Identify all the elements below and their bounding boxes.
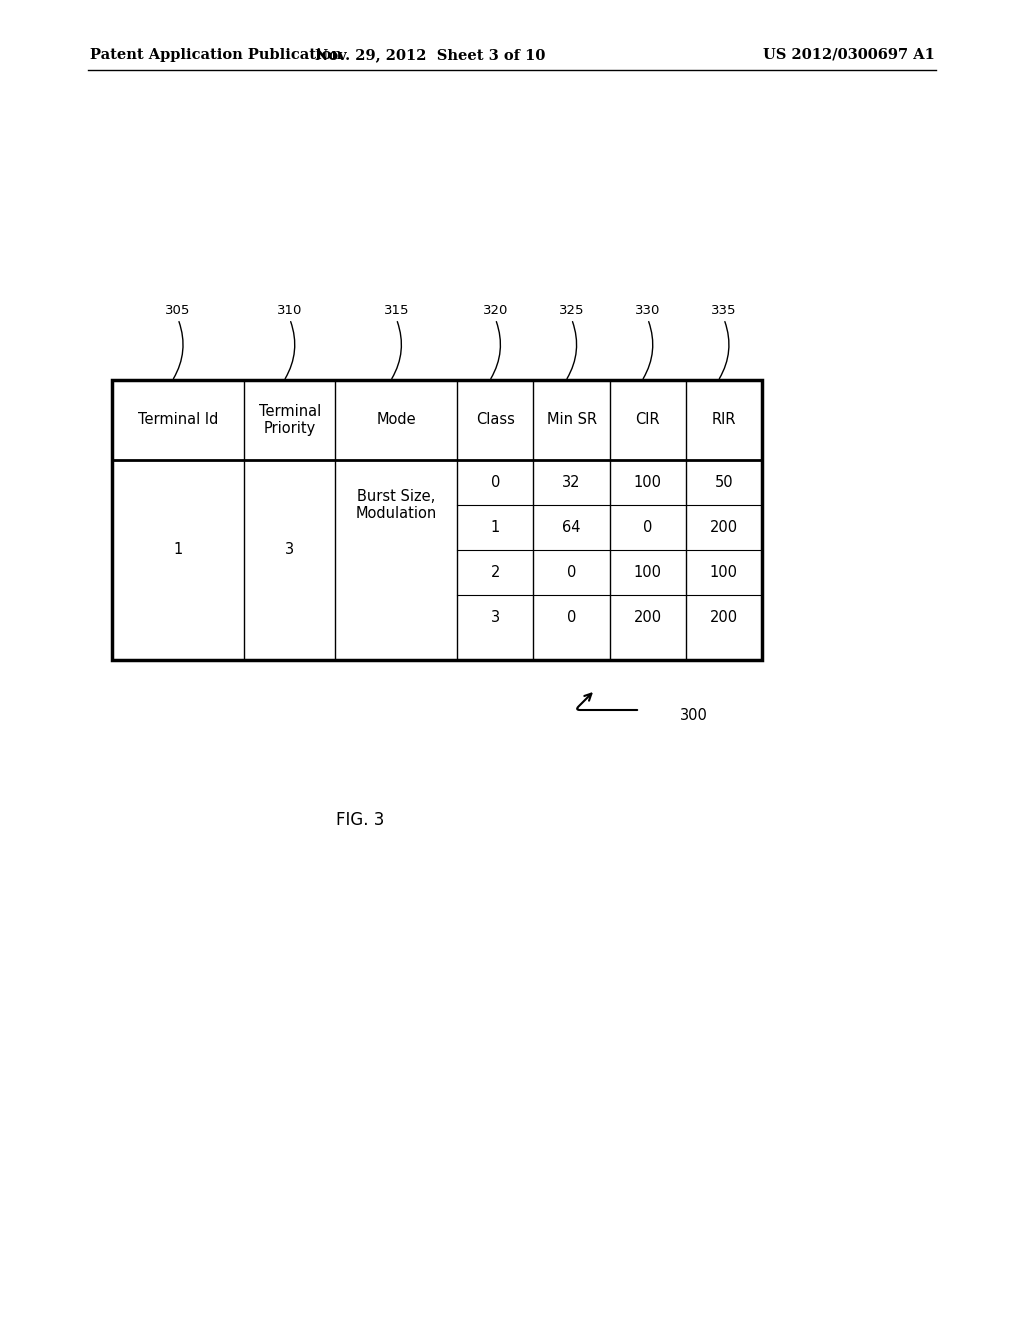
Text: 200: 200 [634, 610, 662, 624]
Text: Class: Class [476, 412, 515, 428]
Text: 335: 335 [711, 304, 736, 317]
Bar [112, 380, 762, 660]
Text: 100: 100 [634, 565, 662, 579]
Text: 0: 0 [567, 565, 577, 579]
Text: 1: 1 [490, 520, 500, 535]
Text: CIR: CIR [636, 412, 660, 428]
Text: 100: 100 [634, 475, 662, 490]
Text: 320: 320 [482, 304, 508, 317]
Text: Burst Size,
Modulation: Burst Size, Modulation [355, 488, 437, 521]
Text: 305: 305 [165, 304, 190, 317]
Text: Min SR: Min SR [547, 412, 597, 428]
Text: 64: 64 [562, 520, 581, 535]
Text: 50: 50 [715, 475, 733, 490]
Text: Mode: Mode [377, 412, 416, 428]
Text: 200: 200 [710, 520, 738, 535]
Text: 310: 310 [278, 304, 302, 317]
Text: 200: 200 [710, 610, 738, 624]
Text: Terminal Id: Terminal Id [138, 412, 218, 428]
Text: FIG. 3: FIG. 3 [336, 810, 384, 829]
Text: Terminal
Priority: Terminal Priority [259, 404, 321, 436]
Text: 315: 315 [384, 304, 410, 317]
Text: 0: 0 [567, 610, 577, 624]
Text: 3: 3 [490, 610, 500, 624]
Text: 32: 32 [562, 475, 581, 490]
Text: 0: 0 [643, 520, 652, 535]
Text: 325: 325 [559, 304, 585, 317]
Text: 0: 0 [490, 475, 500, 490]
Text: 330: 330 [635, 304, 660, 317]
Text: 100: 100 [710, 565, 738, 579]
Text: RIR: RIR [712, 412, 736, 428]
Text: 2: 2 [490, 565, 500, 579]
Text: 1: 1 [173, 543, 182, 557]
Text: 3: 3 [285, 543, 294, 557]
Text: 300: 300 [680, 708, 708, 722]
Text: Patent Application Publication: Patent Application Publication [90, 48, 342, 62]
Text: US 2012/0300697 A1: US 2012/0300697 A1 [763, 48, 935, 62]
Text: Nov. 29, 2012  Sheet 3 of 10: Nov. 29, 2012 Sheet 3 of 10 [314, 48, 545, 62]
